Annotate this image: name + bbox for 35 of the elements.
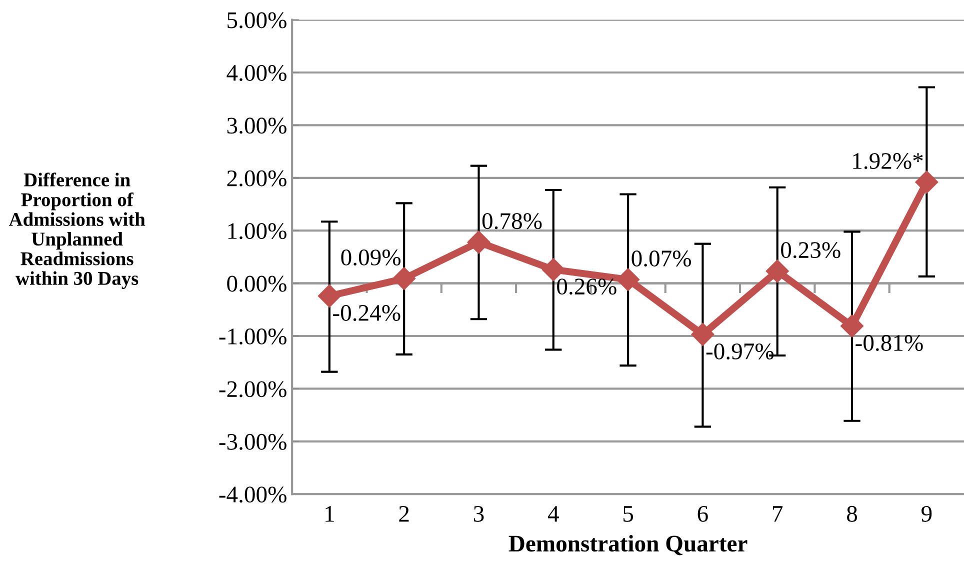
data-label: 0.09% <box>341 250 400 266</box>
data-label: 1.92%* <box>853 153 923 170</box>
y-tick-label: -3.00% <box>219 434 286 450</box>
point <box>467 230 490 254</box>
x-tick-label: 5 <box>624 506 634 522</box>
x-tick-label: 8 <box>847 506 858 522</box>
x-tick-label: 1 <box>326 506 334 522</box>
point <box>616 268 640 292</box>
y-tick-label: 4.00% <box>226 64 286 82</box>
y-tick-label: -2.00% <box>219 381 286 398</box>
y-tick-label: 0.00% <box>227 276 286 292</box>
data-label: 0.78% <box>482 213 542 230</box>
point <box>392 267 416 290</box>
point <box>915 170 938 194</box>
data-label: 0.26% <box>557 278 616 295</box>
data-label: -0.24% <box>333 304 400 322</box>
y-tick-label: -1.00% <box>219 328 286 345</box>
x-tick-label: 2 <box>399 506 409 522</box>
y-tick-label: -4.00% <box>219 486 286 503</box>
y-tick-label: 3.00% <box>227 118 286 134</box>
point <box>766 260 789 283</box>
y-tick-label: 5.00% <box>228 12 286 28</box>
data-label: -0.97% <box>706 343 774 360</box>
y-axis-title: Difference in Proportion of Admissions with Unplanned Readmissions within 30 Days <box>8 172 146 289</box>
x-axis-title: Demonstration Quarter <box>508 534 748 556</box>
data-label: 0.07% <box>632 250 692 267</box>
x-tick-label: 4 <box>548 506 559 522</box>
x-tick-label: 9 <box>922 506 932 522</box>
x-tick-label: 6 <box>698 506 708 522</box>
x-tick-label: 3 <box>474 506 484 522</box>
y-tick-label: 2.00% <box>227 170 286 186</box>
y-tick-label: 1.00% <box>228 223 286 240</box>
data-label: -0.81% <box>856 335 923 352</box>
data-label: 0.23% <box>781 242 840 258</box>
x-tick-label: 7 <box>773 506 783 522</box>
